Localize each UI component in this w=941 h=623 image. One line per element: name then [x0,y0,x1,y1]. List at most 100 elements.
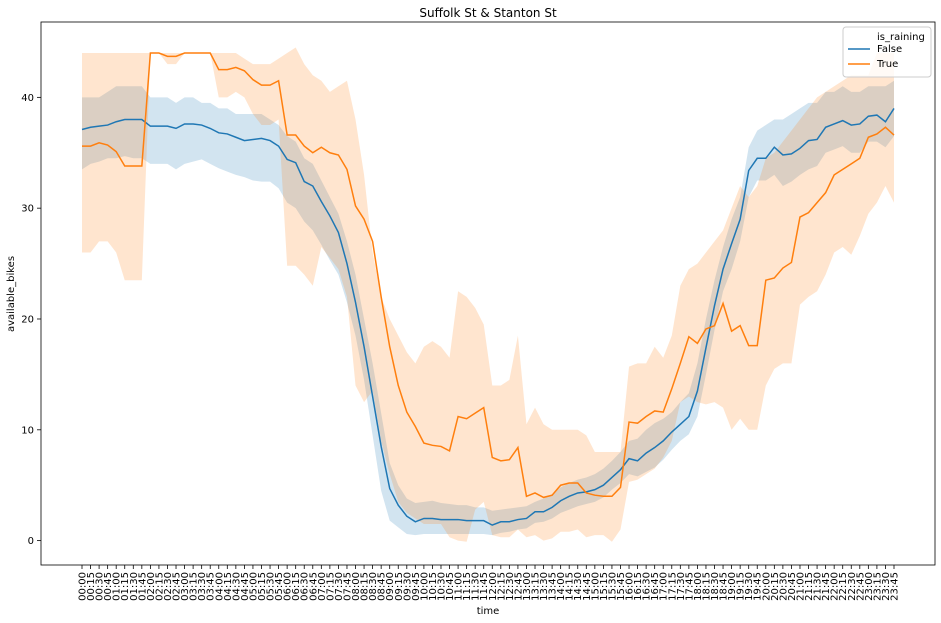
x-tick-label: 21:30 [813,572,824,601]
x-tick-label: 05:00 [248,572,259,601]
x-tick-label: 01:00 [112,572,123,601]
confidence-band [82,80,894,536]
x-tick-label: 17:00 [659,572,670,601]
x-tick-label: 03:00 [180,572,191,601]
x-tick-label: 17:45 [684,572,695,601]
x-tick-label: 14:30 [573,572,584,601]
x-tick-label: 10:15 [428,572,439,601]
series-line [82,52,895,499]
x-tick-label: 04:15 [223,572,234,601]
x-tick-label: 12:00 [488,572,499,601]
x-tick-label: 17:15 [667,572,678,601]
x-tick-label: 06:15 [291,572,302,601]
x-tick-label: 07:45 [342,572,353,601]
x-tick-label: 15:00 [590,572,601,601]
x-tick-label: 00:45 [103,572,114,601]
x-tick-label: 03:15 [189,572,200,601]
series-line [81,108,895,526]
x-tick-label: 09:00 [385,572,396,601]
x-tick-label: 09:15 [394,572,405,601]
x-tick-label: 13:30 [539,572,550,601]
x-tick-label: 23:30 [881,572,892,601]
x-tick-label: 06:00 [283,572,294,601]
y-tick-label: 0 [28,536,34,547]
x-tick-label: 13:00 [522,572,533,601]
x-tick-label: 00:00 [78,572,89,601]
x-tick-label: 21:00 [795,572,806,601]
x-tick-label: 04:45 [240,572,251,601]
x-tick-label: 02:15 [154,572,165,601]
y-tick-label: 30 [21,204,34,215]
x-tick-label: 00:30 [95,572,106,601]
x-tick-label: 22:00 [830,572,841,601]
chart-title: Suffolk St & Stanton St [419,6,557,20]
x-tick-label: 23:15 [872,572,883,601]
x-axis-label: time [477,606,500,617]
x-tick-label: 11:00 [454,572,465,601]
x-tick-label: 02:45 [172,572,183,601]
x-tick-label: 07:00 [317,572,328,601]
y-tick-label: 20 [21,314,34,325]
x-tick-label: 16:45 [650,572,661,601]
x-tick-label: 11:45 [479,572,490,601]
x-tick-label: 08:30 [368,572,379,601]
x-tick-label: 07:15 [325,572,336,601]
x-tick-label: 07:30 [334,572,345,601]
x-tick-label: 13:45 [548,572,559,601]
y-tick-label: 10 [21,425,34,436]
x-tick-label: 18:00 [693,572,704,601]
x-tick-label: 15:45 [616,572,627,601]
x-tick-label: 16:15 [633,572,644,601]
x-tick-label: 01:15 [120,572,131,601]
x-tick-label: 19:00 [727,572,738,601]
x-tick-label: 21:45 [821,572,832,601]
x-tick-label: 02:00 [146,572,157,601]
x-tick-label: 12:15 [496,572,507,601]
x-tick-label: 08:00 [351,572,362,601]
x-tick-label: 04:00 [214,572,225,601]
x-tick-label: 18:30 [710,572,721,601]
x-tick-label: 01:30 [129,572,140,601]
x-tick-label: 22:30 [847,572,858,601]
x-tick-label: 20:45 [787,572,798,601]
x-tick-label: 19:45 [753,572,764,601]
x-tick-label: 02:30 [163,572,174,601]
x-tick-label: 15:15 [599,572,610,601]
confidence-band [82,47,894,542]
x-tick-label: 16:00 [625,572,636,601]
x-tick-label: 06:30 [300,572,311,601]
x-tick-label: 01:45 [137,572,148,601]
x-tick-label: 17:30 [676,572,687,601]
x-tick-label: 14:15 [565,572,576,601]
x-tick-label: 10:45 [445,572,456,601]
x-tick-label: 12:45 [513,572,524,601]
x-tick-label: 20:30 [778,572,789,601]
x-tick-label: 15:30 [607,572,618,601]
x-tick-label: 14:00 [556,572,567,601]
x-tick-label: 19:30 [744,572,755,601]
x-tick-label: 11:15 [462,572,473,601]
x-tick-label: 08:45 [377,572,388,601]
x-tick-label: 05:30 [266,572,277,601]
x-tick-label: 20:00 [761,572,772,601]
x-tick-label: 06:45 [308,572,319,601]
x-tick-label: 05:45 [274,572,285,601]
x-tick-label: 21:15 [804,572,815,601]
x-tick-label: 09:30 [402,572,413,601]
y-tick-label: 40 [21,93,34,104]
legend-label: True [876,59,898,70]
x-tick-label: 09:45 [411,572,422,601]
x-tick-label: 23:45 [890,572,901,601]
x-tick-label: 16:30 [642,572,653,601]
x-tick-label: 22:15 [838,572,849,601]
x-tick-label: 12:30 [505,572,516,601]
plot-frame [40,21,936,566]
x-tick-label: 19:15 [736,572,747,601]
x-tick-label: 22:45 [855,572,866,601]
x-tick-label: 14:45 [582,572,593,601]
x-tick-label: 05:15 [257,572,268,601]
x-tick-label: 10:30 [436,572,447,601]
x-tick-label: 18:45 [719,572,730,601]
